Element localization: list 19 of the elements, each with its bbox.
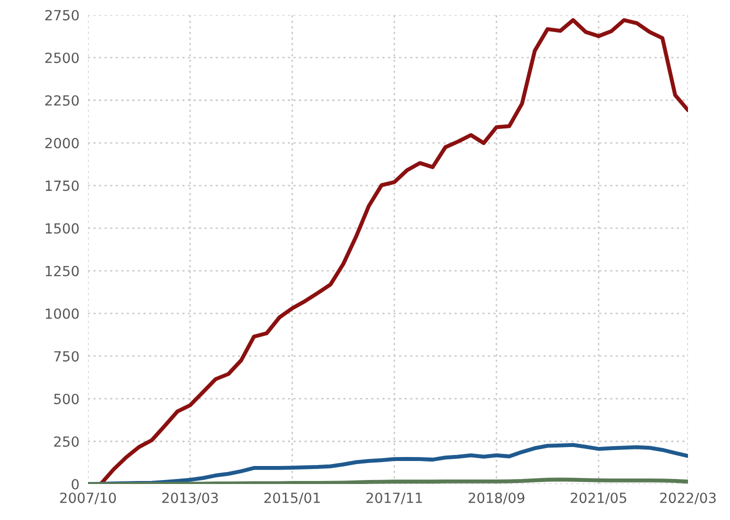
y-tick-label: 250 [54, 436, 79, 447]
x-tick-label: 2013/03 [162, 492, 218, 504]
y-tick-label: 0 [72, 478, 79, 490]
y-tick-label: 500 [54, 394, 79, 404]
x-tick-label: 2022/03 [660, 492, 716, 504]
y-tick-label: 2000 [45, 138, 79, 148]
y-tick-label: 750 [54, 351, 79, 362]
x-tick-label: 2021/05 [570, 492, 626, 504]
y-tick-label: 2750 [45, 10, 79, 20]
x-tick-label: 2007/10 [60, 492, 116, 504]
x-tick-label: 2017/11 [366, 492, 422, 504]
x-tick-label: 2015/01 [264, 492, 320, 504]
y-tick-label: 2250 [45, 95, 79, 106]
y-tick-label: 1250 [46, 266, 79, 276]
y-tick-label: 2500 [45, 52, 79, 64]
y-tick-label: 1000 [46, 308, 79, 319]
x-tick-label: 2018/09 [468, 492, 524, 504]
y-tick-label: 1750 [46, 180, 79, 192]
y-tick-label: 1500 [46, 223, 79, 234]
